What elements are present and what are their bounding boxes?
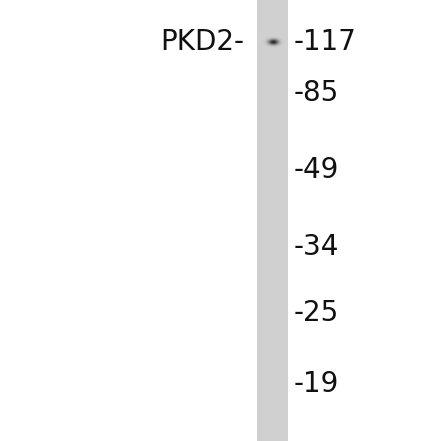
Text: -85: -85	[294, 78, 339, 107]
Text: -19: -19	[294, 370, 339, 398]
Bar	[257, 0, 288, 441]
Text: -25: -25	[294, 299, 339, 327]
Text: -49: -49	[294, 156, 339, 184]
Text: -34: -34	[294, 233, 339, 261]
Text: PKD2-: PKD2-	[160, 28, 244, 56]
Text: -117: -117	[294, 28, 357, 56]
